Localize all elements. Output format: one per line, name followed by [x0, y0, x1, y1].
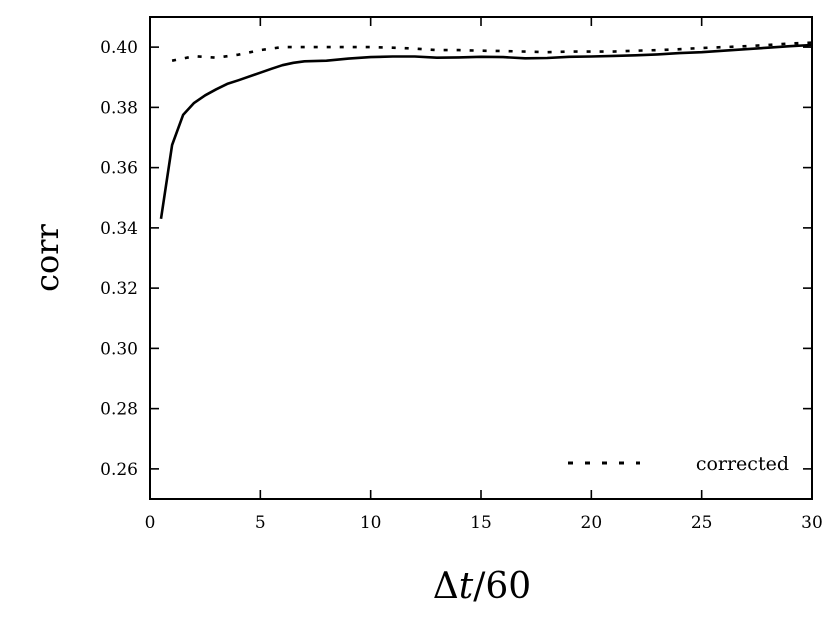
- x-axis-title-rest: /60: [473, 566, 531, 607]
- x-tick-label: 10: [360, 513, 382, 533]
- x-tick-label: 20: [581, 513, 603, 533]
- series-line-solid: [159, 43, 813, 219]
- x-tick-label: 30: [801, 513, 823, 533]
- y-axis-ticks: 0.26 0.28 0.30 0.32 0.34 0.36 0.38 0.40: [100, 38, 812, 480]
- x-tick-label: 15: [470, 513, 492, 533]
- y-tick-label: 0.36: [100, 159, 138, 179]
- legend: corrected: [568, 453, 789, 475]
- series-line-dotted: [171, 41, 813, 62]
- x-tick-label: 25: [691, 513, 713, 533]
- y-tick-label: 0.38: [100, 98, 138, 118]
- y-tick-label: 0.28: [100, 400, 138, 420]
- series-layer: [159, 41, 813, 219]
- plot-frame: [149, 16, 813, 500]
- y-tick-label: 0.26: [100, 460, 138, 480]
- x-axis-title-var: t: [459, 566, 474, 607]
- legend-label-corrected: corrected: [696, 453, 789, 475]
- y-tick-label: 0.40: [100, 38, 138, 58]
- x-axis-title-delta: Δ: [433, 566, 459, 607]
- y-tick-label: 0.32: [100, 279, 138, 299]
- x-tick-label: 5: [255, 513, 266, 533]
- y-tick-label: 0.34: [100, 219, 138, 239]
- x-axis-title: Δt/60: [433, 566, 531, 607]
- x-tick-label: 0: [145, 513, 156, 533]
- y-axis-title: corr: [28, 223, 66, 291]
- x-axis-ticks: 0 5 10 15 20 25 30: [145, 17, 823, 533]
- y-tick-label: 0.30: [100, 339, 138, 359]
